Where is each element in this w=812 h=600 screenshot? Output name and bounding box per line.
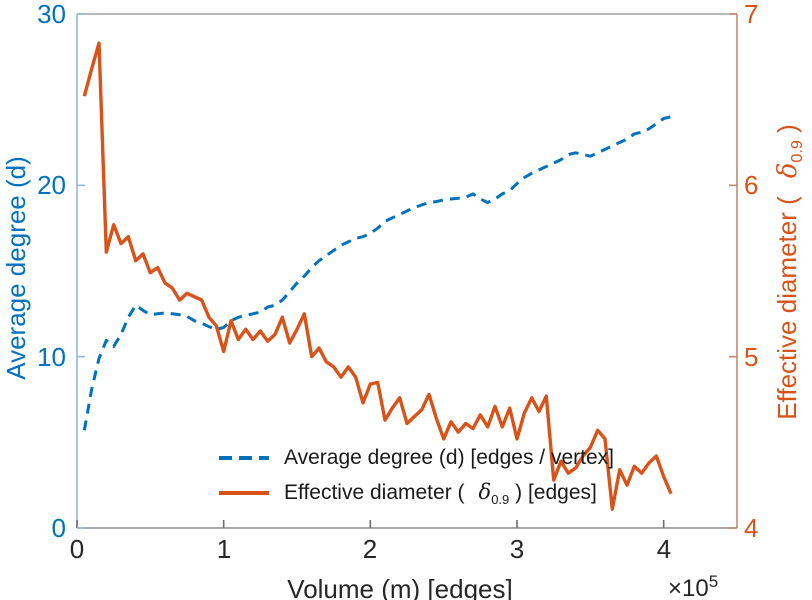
- x-axis-tick-label: 1: [216, 534, 232, 564]
- legend: Average degree (d) [edges / vertex] Effe…: [219, 440, 614, 510]
- right-axis-tick-label: 4: [744, 513, 759, 543]
- x-axis-exponent-multiplier: ×105: [668, 572, 718, 600]
- series-line-right: [82, 41, 673, 511]
- legend-solid-line-sample: [219, 490, 269, 495]
- x-axis-title: Volume (m) [edges]: [287, 574, 513, 600]
- left-axis-title: Average degree (d): [1, 156, 31, 380]
- delta-subscript: 0.9: [788, 140, 807, 163]
- legend-text-suffix: ) [edges]: [509, 481, 597, 504]
- x-axis-tick-label: 3: [509, 534, 525, 564]
- multiplier-base: ×10: [668, 575, 709, 600]
- left-axis-tick-label: 20: [37, 170, 66, 200]
- multiplier-exponent: 5: [708, 572, 719, 591]
- delta-subscript: 0.9: [491, 492, 510, 508]
- right-axis-title: Effective diameter ( δ0.9 ): [772, 32, 806, 512]
- legend-item-average-degree: Average degree (d) [edges / vertex]: [219, 440, 614, 475]
- right-axis-title-suffix: ): [772, 124, 802, 141]
- left-axis-tick-label: 30: [37, 0, 66, 29]
- delta-symbol: δ: [478, 480, 492, 504]
- legend-text-prefix: Effective diameter (: [284, 481, 465, 504]
- x-axis-tick-label: 4: [656, 534, 672, 564]
- right-axis-tick-label: 5: [744, 342, 759, 372]
- right-axis-tick-label: 6: [744, 170, 759, 200]
- legend-item-effective-diameter: Effective diameter ( δ0.9 ) [edges]: [219, 475, 614, 510]
- legend-label-effective-diameter: Effective diameter ( δ0.9 ) [edges]: [284, 480, 597, 508]
- right-axis-tick-label: 7: [744, 0, 759, 29]
- legend-label-average-degree: Average degree (d) [edges / vertex]: [284, 445, 614, 469]
- left-axis-tick-label: 0: [51, 513, 66, 543]
- series-line-left: [82, 115, 672, 431]
- delta-symbol: δ: [773, 162, 803, 179]
- x-axis-tick-label: 2: [362, 534, 378, 564]
- legend-dashed-line-sample: [219, 455, 269, 460]
- right-axis-title-text: Effective diameter (: [772, 196, 802, 420]
- left-axis-tick-label: 10: [37, 342, 66, 372]
- x-axis-tick-label: 0: [69, 534, 85, 564]
